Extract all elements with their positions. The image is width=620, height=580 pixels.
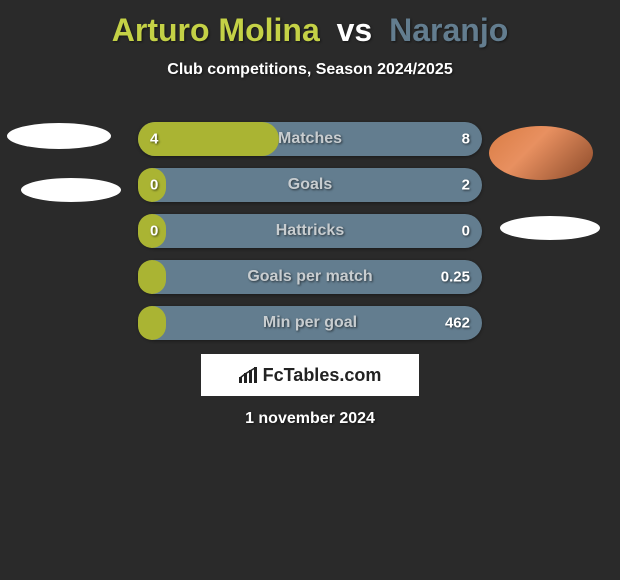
- player1-name: Arturo Molina: [112, 12, 320, 48]
- bar-value-right: 462: [445, 315, 470, 332]
- stat-row: 0Hattricks0: [138, 214, 482, 248]
- brand-box: FcTables.com: [201, 354, 419, 396]
- bar-value-right: 0.25: [441, 269, 470, 286]
- stat-bars: 4Matches80Goals20Hattricks0Goals per mat…: [138, 122, 482, 352]
- brand-chart-icon: [239, 367, 259, 383]
- page-title: Arturo Molina vs Naranjo: [0, 0, 620, 49]
- subtitle: Club competitions, Season 2024/2025: [0, 61, 620, 79]
- player2-avatar-top: [489, 126, 593, 180]
- player2-name: Naranjo: [389, 12, 508, 48]
- bar-value-right: 0: [462, 223, 470, 240]
- player1-avatar-top: [7, 123, 111, 149]
- date-label: 1 november 2024: [0, 410, 620, 428]
- bar-value-right: 2: [462, 177, 470, 194]
- stat-row: 4Matches8: [138, 122, 482, 156]
- brand-text: FcTables.com: [239, 365, 382, 386]
- bar-label: Min per goal: [138, 314, 482, 332]
- bar-label: Goals per match: [138, 268, 482, 286]
- bar-label: Matches: [138, 130, 482, 148]
- stat-row: Min per goal462: [138, 306, 482, 340]
- bar-label: Goals: [138, 176, 482, 194]
- stat-row: Goals per match0.25: [138, 260, 482, 294]
- bar-value-right: 8: [462, 131, 470, 148]
- player1-avatar-bottom: [21, 178, 121, 202]
- brand-label: FcTables.com: [263, 365, 382, 386]
- player2-avatar-bottom: [500, 216, 600, 240]
- vs-text: vs: [337, 12, 373, 48]
- bar-label: Hattricks: [138, 222, 482, 240]
- comparison-infographic: Arturo Molina vs Naranjo Club competitio…: [0, 0, 620, 580]
- stat-row: 0Goals2: [138, 168, 482, 202]
